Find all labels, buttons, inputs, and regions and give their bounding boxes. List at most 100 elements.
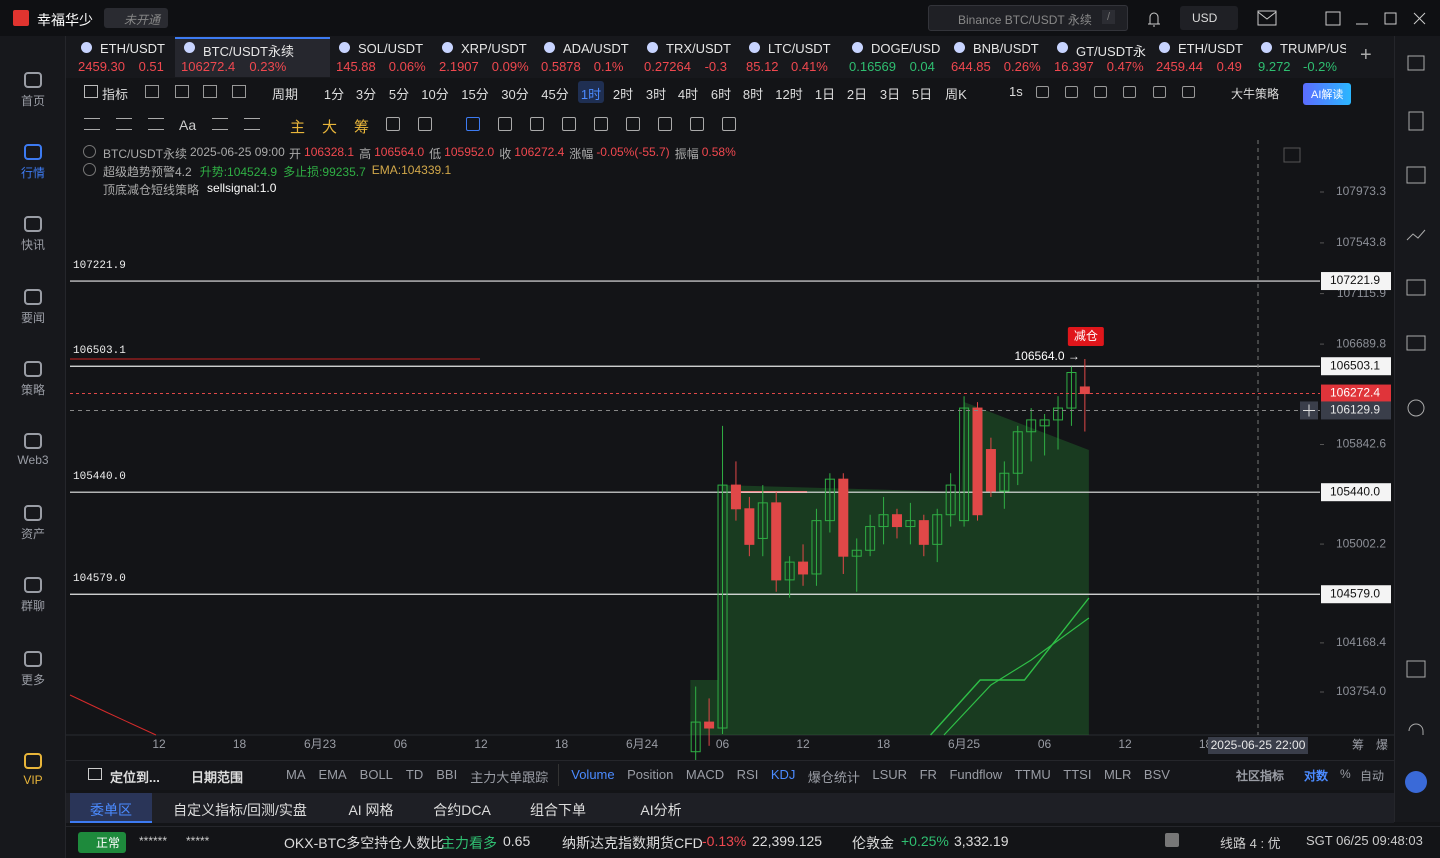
tool-icon[interactable] bbox=[1153, 86, 1166, 98]
side-icon[interactable] bbox=[1406, 229, 1426, 241]
bottom-tab[interactable]: AI 网格 bbox=[348, 802, 394, 818]
locate-icon[interactable] bbox=[88, 768, 102, 780]
main-indicator[interactable]: BBI bbox=[436, 767, 458, 782]
close[interactable] bbox=[1413, 12, 1426, 25]
side-icon[interactable] bbox=[1407, 55, 1425, 71]
main-indicator[interactable]: 主力大单跟踪 bbox=[470, 770, 549, 785]
nav-icon[interactable] bbox=[24, 289, 42, 305]
tab-icon[interactable] bbox=[184, 42, 195, 53]
badge[interactable]: 未开通 bbox=[104, 8, 169, 28]
nav-icon[interactable] bbox=[24, 753, 42, 769]
chart-type-icon[interactable] bbox=[203, 85, 217, 98]
period[interactable]: 45分 bbox=[541, 87, 569, 102]
info-toggle[interactable] bbox=[83, 145, 96, 158]
tab-name[interactable]: LTC/USDT bbox=[768, 41, 831, 56]
period[interactable]: 6时 bbox=[710, 87, 732, 102]
tab-name[interactable]: TRX/USDT bbox=[666, 41, 731, 56]
log-scale[interactable]: 对数 bbox=[1304, 769, 1329, 783]
draw-icon[interactable] bbox=[594, 117, 608, 131]
period[interactable]: 1日 bbox=[814, 87, 836, 102]
draw-icon[interactable] bbox=[530, 117, 544, 131]
nav-label[interactable]: 首页 bbox=[20, 94, 45, 108]
font-tool[interactable]: Aa bbox=[179, 117, 197, 133]
tab-icon[interactable] bbox=[339, 42, 350, 53]
tab-name[interactable]: ETH/USDT bbox=[1178, 41, 1243, 56]
tab-icon[interactable] bbox=[749, 42, 760, 53]
nav-icon[interactable] bbox=[24, 361, 42, 377]
info-toggle[interactable] bbox=[83, 163, 96, 176]
nav-label[interactable]: 更多 bbox=[20, 673, 45, 687]
nav-label[interactable]: VIP bbox=[23, 773, 43, 787]
period[interactable]: 4时 bbox=[677, 87, 699, 102]
draw-icon[interactable] bbox=[498, 117, 512, 131]
tab-icon[interactable] bbox=[442, 42, 453, 53]
draw-icon[interactable] bbox=[386, 117, 400, 131]
locate[interactable]: 定位到... bbox=[110, 770, 160, 785]
period[interactable]: 5日 bbox=[911, 87, 933, 102]
main-indicator[interactable]: BOLL bbox=[359, 767, 393, 782]
seconds[interactable]: 1s bbox=[1009, 84, 1023, 99]
currency-select[interactable] bbox=[1180, 6, 1238, 30]
popout-icon[interactable] bbox=[1325, 11, 1341, 26]
nav-label[interactable]: 资产 bbox=[20, 527, 45, 541]
period[interactable]: 1时 bbox=[580, 87, 602, 102]
side-icon[interactable] bbox=[1406, 279, 1426, 296]
bell-icon[interactable] bbox=[1148, 12, 1160, 27]
ai-button[interactable]: AI解读 bbox=[1303, 83, 1352, 105]
sub-indicator[interactable]: FR bbox=[919, 767, 937, 782]
period[interactable]: 12时 bbox=[775, 87, 803, 102]
nav-icon[interactable] bbox=[24, 216, 42, 232]
big-tool[interactable]: 大 bbox=[322, 119, 338, 136]
side-icon[interactable] bbox=[1406, 660, 1426, 678]
sub-indicator[interactable]: TTSI bbox=[1063, 767, 1092, 782]
tab-icon[interactable] bbox=[1057, 42, 1068, 53]
assistant-icon[interactable] bbox=[1405, 771, 1427, 793]
side-icon[interactable] bbox=[1407, 399, 1425, 417]
period[interactable]: 1分 bbox=[323, 87, 345, 102]
period[interactable]: 3时 bbox=[645, 87, 667, 102]
sub-indicator[interactable]: BSV bbox=[1143, 767, 1170, 782]
tab-name[interactable]: BTC/USDT永续 bbox=[203, 44, 295, 59]
tab-icon[interactable] bbox=[544, 42, 555, 53]
sub-indicator[interactable]: LSUR bbox=[872, 767, 908, 782]
nav-icon[interactable] bbox=[24, 72, 42, 88]
add-tab[interactable]: + bbox=[1360, 44, 1372, 66]
bottom-tab[interactable]: AI分析 bbox=[640, 802, 682, 818]
main-indicator[interactable]: MA bbox=[286, 767, 306, 782]
side-icon[interactable] bbox=[1406, 166, 1426, 184]
community[interactable]: 社区指标 bbox=[1236, 769, 1285, 783]
sub-indicator[interactable]: MACD bbox=[685, 767, 725, 782]
indicator-icon[interactable] bbox=[84, 85, 98, 98]
side-icon[interactable] bbox=[1406, 335, 1426, 351]
sub-indicator[interactable]: TTMU bbox=[1014, 767, 1051, 782]
nav-label[interactable]: Web3 bbox=[17, 453, 49, 467]
tab-name[interactable]: SOL/USDT bbox=[358, 41, 424, 56]
auto-scale[interactable]: 自动 bbox=[1360, 769, 1385, 783]
period[interactable]: 2日 bbox=[846, 87, 868, 102]
draw-icon[interactable] bbox=[562, 117, 576, 131]
nav-label[interactable]: 快讯 bbox=[20, 238, 45, 252]
main-indicator[interactable]: EMA bbox=[318, 767, 347, 782]
tab-icon[interactable] bbox=[852, 42, 863, 53]
tab-icon[interactable] bbox=[1159, 42, 1170, 53]
chart-type-icon[interactable] bbox=[145, 85, 159, 98]
tool-icon[interactable] bbox=[1036, 86, 1049, 98]
bottom-tab[interactable]: 合约DCA bbox=[433, 802, 491, 818]
sub-indicator[interactable]: RSI bbox=[736, 767, 759, 782]
draw-icon[interactable] bbox=[690, 117, 704, 131]
draw-icon[interactable] bbox=[84, 118, 100, 130]
tab-name[interactable]: BNB/USDT bbox=[973, 41, 1039, 56]
nav-label[interactable]: 群聊 bbox=[20, 599, 45, 613]
cycle-button[interactable]: 周期 bbox=[272, 87, 299, 102]
tool-icon[interactable] bbox=[1182, 86, 1195, 98]
chips-tool[interactable]: 筹 bbox=[354, 119, 370, 136]
tool-icon[interactable] bbox=[1065, 86, 1078, 98]
period[interactable]: 8时 bbox=[742, 87, 764, 102]
main-indicator[interactable]: TD bbox=[405, 767, 424, 782]
period[interactable]: 2时 bbox=[612, 87, 634, 102]
period[interactable]: 30分 bbox=[501, 87, 529, 102]
tab-name[interactable]: GT/USDT永 bbox=[1076, 44, 1146, 59]
chart-type-icon[interactable] bbox=[232, 85, 246, 98]
period[interactable]: 5分 bbox=[388, 87, 410, 102]
search-box[interactable] bbox=[928, 5, 1128, 31]
